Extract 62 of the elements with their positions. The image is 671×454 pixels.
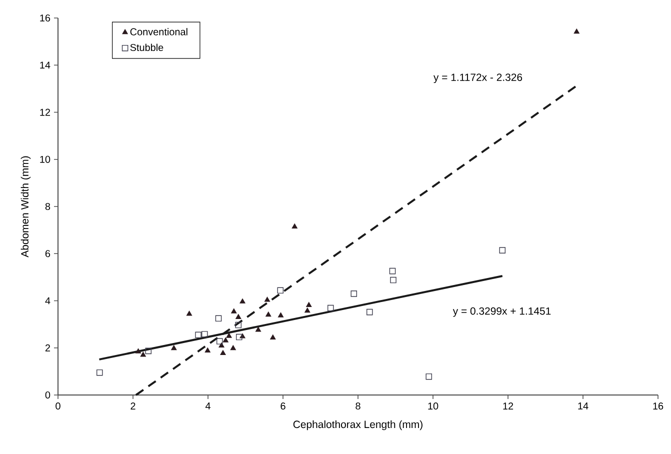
point	[230, 345, 236, 350]
x-tick-label: 6	[280, 402, 286, 410]
point	[306, 302, 312, 307]
y-tick-label: 10	[40, 156, 50, 163]
annotation: y = 0.3299x + 1.1451	[452, 307, 551, 317]
x-axis-title: Cephalothorax Length (mm)	[293, 420, 422, 430]
y-tick-label: 14	[40, 62, 50, 69]
y-axis-title: Abdomen Width (mm)	[20, 156, 31, 258]
x-tick-label: 16	[653, 402, 664, 410]
point	[140, 352, 146, 357]
point	[327, 304, 334, 312]
point	[201, 331, 208, 338]
point	[220, 350, 226, 356]
point	[426, 373, 432, 380]
point	[236, 334, 242, 340]
point	[264, 296, 270, 302]
x-tick-label: 10	[428, 402, 438, 410]
point	[96, 369, 103, 376]
point	[231, 308, 237, 314]
point	[270, 334, 276, 340]
x-tick-label: 0	[56, 402, 60, 410]
point	[255, 326, 262, 332]
point	[235, 322, 242, 328]
x-tick-label: 14	[578, 402, 588, 410]
point	[390, 276, 396, 284]
point	[278, 312, 284, 318]
y-tick-label: 16	[40, 14, 50, 22]
y-tick-label: 2	[45, 344, 50, 352]
point	[366, 308, 373, 316]
point	[145, 348, 152, 354]
point	[195, 332, 202, 338]
point	[186, 310, 192, 316]
annotation: y = 1.1172x - 2.326	[433, 74, 522, 84]
point	[204, 348, 210, 352]
point	[240, 298, 246, 304]
point	[215, 315, 222, 322]
point	[226, 332, 232, 338]
point	[266, 312, 272, 317]
point	[171, 345, 177, 350]
point	[292, 224, 298, 229]
y-tick-label: 4	[45, 297, 50, 304]
x-tick-label: 12	[503, 402, 514, 410]
x-tick-label: 2	[130, 402, 136, 410]
x-tick-label: 4	[205, 402, 210, 410]
y-tick-label: 6	[45, 250, 50, 258]
point	[350, 290, 358, 297]
legend-label: Conventional	[130, 28, 188, 36]
x-tick-label: 8	[356, 402, 360, 410]
point	[222, 337, 228, 342]
y-tick-label: 8	[45, 202, 50, 210]
y-tick-label: 12	[40, 108, 50, 116]
point	[216, 338, 223, 344]
point	[304, 308, 310, 313]
point	[574, 28, 580, 34]
point	[236, 314, 242, 319]
point	[218, 342, 224, 348]
point	[389, 268, 396, 274]
point	[277, 287, 284, 294]
point	[135, 348, 142, 354]
legend-label: Stubble	[130, 44, 164, 52]
y-tick-label: 0	[45, 391, 50, 399]
point	[499, 247, 506, 254]
